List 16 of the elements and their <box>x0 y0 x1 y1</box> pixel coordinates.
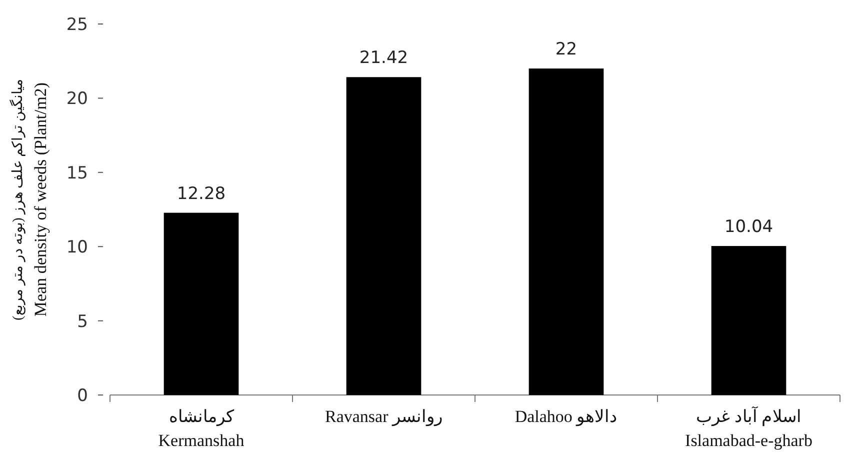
bar <box>346 77 422 395</box>
bar <box>164 212 239 395</box>
data-label: 21.42 <box>359 48 408 68</box>
y-tick-label: 20 <box>66 89 88 110</box>
bar <box>711 246 786 395</box>
y-tick-label: 0 <box>77 386 88 406</box>
data-label: 12.28 <box>176 184 226 204</box>
y-tick-label: 5 <box>77 312 88 332</box>
bar <box>528 68 604 395</box>
y-tick-label: 25 <box>66 15 88 35</box>
x-tick-label: Ravansar روانسر <box>324 407 443 427</box>
data-label: 10.04 <box>724 217 774 238</box>
data-label: 22 <box>555 40 578 60</box>
y-tick-label: 10 <box>66 238 88 258</box>
y-tick-label: 15 <box>66 163 88 184</box>
x-tick-label: Dalahoo دالاهو <box>514 407 618 427</box>
